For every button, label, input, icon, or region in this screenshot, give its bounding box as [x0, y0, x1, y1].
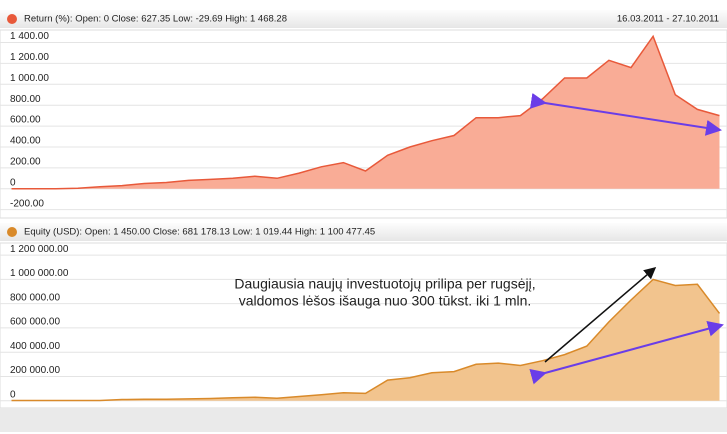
y-tick-label: 200 000.00 — [10, 365, 60, 376]
y-tick-label: 600 000.00 — [10, 317, 60, 328]
date-range: 16.03.2011 - 27.10.2011 — [617, 14, 719, 25]
panel-title: Return (%): Open: 0 Close: 627.35 Low: -… — [24, 14, 287, 25]
y-tick-label: 800 000.00 — [10, 292, 60, 303]
y-tick-label: 0 — [10, 389, 16, 400]
y-tick-label: 0 — [10, 177, 16, 188]
y-tick-label: 400 000.00 — [10, 341, 60, 352]
line — [11, 34, 720, 190]
y-tick-label: -200.00 — [10, 198, 44, 209]
header-bar — [0, 10, 727, 28]
y-tick-label: 1 200 000.00 — [10, 244, 69, 255]
annotation: Daugiausia naujų investuotojų prilipa pe… — [234, 276, 535, 292]
y-tick-label: 400.00 — [10, 136, 41, 147]
annotation: valdomos lėšos išauga nuo 300 tūkst. iki… — [239, 293, 532, 309]
x-axis-band — [0, 408, 727, 432]
y-tick-label: 1 000.00 — [10, 73, 49, 84]
y-tick-label: 1 200.00 — [10, 52, 49, 63]
y-tick-label: 600.00 — [10, 115, 41, 126]
legend-dot — [7, 14, 17, 24]
y-tick-label: 1 400.00 — [10, 31, 49, 42]
y-tick-label: 800.00 — [10, 94, 41, 105]
header-bar — [0, 223, 727, 241]
area — [11, 36, 720, 189]
panel-title: Equity (USD): Open: 1 450.00 Close: 681 … — [24, 227, 375, 238]
trend-arrow — [529, 92, 722, 136]
legend-dot — [7, 227, 17, 237]
y-tick-label: 200.00 — [10, 157, 41, 168]
y-tick-label: 1 000 000.00 — [10, 268, 69, 279]
trend-arrow — [529, 320, 724, 385]
